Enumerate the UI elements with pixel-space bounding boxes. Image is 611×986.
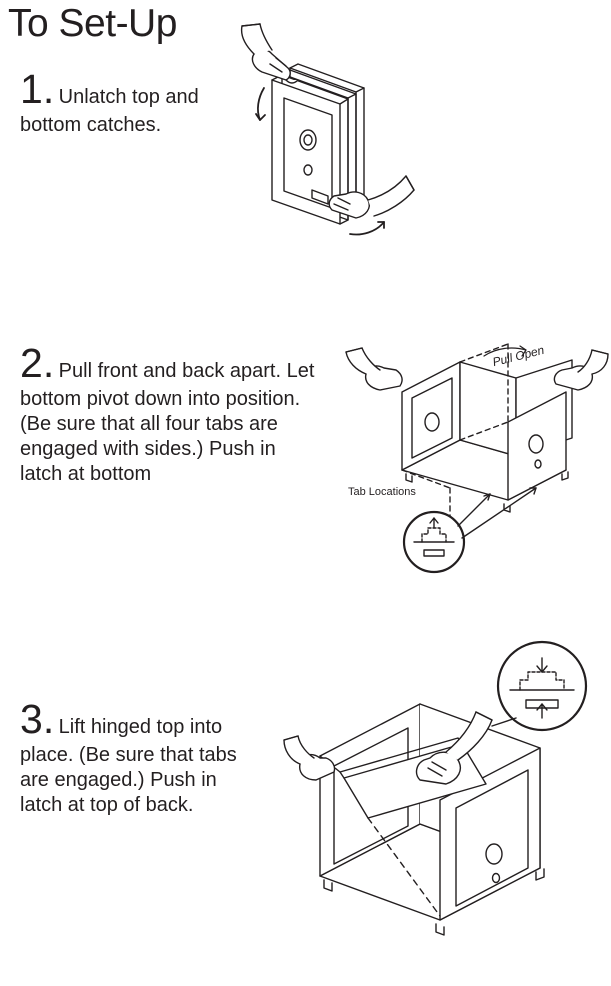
step-1-dot: . <box>43 66 54 112</box>
step-3: 3. Lift hinged top into place. (Be sure … <box>20 696 260 818</box>
step-2-number: 2 <box>20 340 43 386</box>
step-1-number: 1 <box>20 66 43 112</box>
page-title: To Set-Up <box>8 2 177 46</box>
illustration-2 <box>340 328 610 588</box>
callout-tab-locations: Tab Locations <box>348 486 416 498</box>
step-1: 1. Unlatch top and bottom catches. <box>20 66 220 138</box>
step-2-dot: . <box>43 340 54 386</box>
illustration-3 <box>280 628 600 968</box>
step-3-number: 3 <box>20 696 43 742</box>
step-3-dot: . <box>43 696 54 742</box>
step-2-text: Pull front and back apart. Let bottom pi… <box>20 360 314 485</box>
illustration-1 <box>228 18 418 248</box>
step-2: 2. Pull front and back apart. Let bottom… <box>20 340 320 487</box>
